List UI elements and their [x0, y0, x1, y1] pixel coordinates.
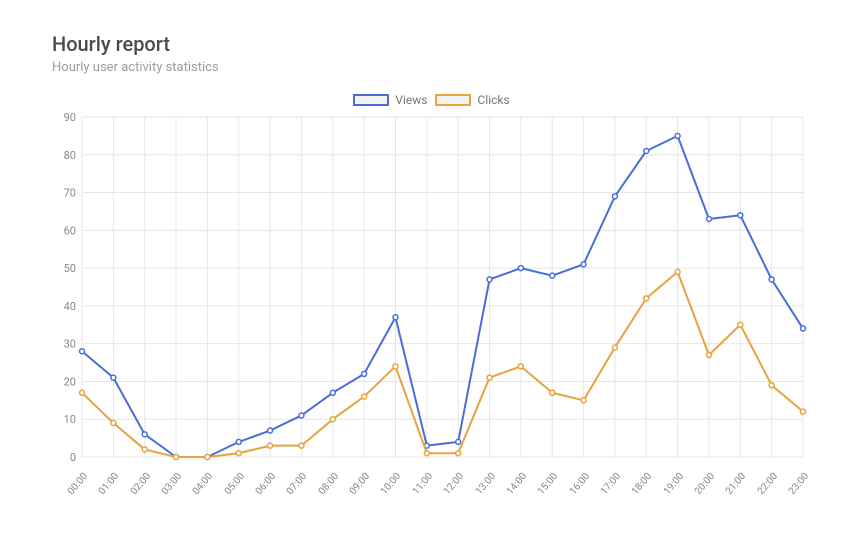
chart-area: 0102030405060708090 00:0001:0002:0003:00… — [52, 111, 811, 511]
legend: Views Clicks — [52, 93, 811, 107]
svg-text:40: 40 — [64, 300, 76, 313]
svg-text:80: 80 — [64, 149, 76, 162]
legend-item-views[interactable]: Views — [353, 93, 427, 107]
svg-text:70: 70 — [64, 187, 76, 200]
svg-text:0: 0 — [70, 451, 76, 464]
chart-svg: 0 10 20 30 40 50 60 70 80 90 — [52, 111, 811, 511]
svg-text:60: 60 — [64, 224, 76, 237]
legend-swatch-views — [353, 94, 389, 106]
svg-text:10: 10 — [64, 413, 76, 426]
legend-swatch-clicks — [435, 94, 471, 106]
legend-label-views: Views — [395, 93, 427, 107]
svg-text:20: 20 — [64, 375, 76, 388]
chart-subtitle: Hourly user activity statistics — [52, 60, 811, 75]
svg-text:50: 50 — [64, 262, 76, 275]
legend-item-clicks[interactable]: Clicks — [435, 93, 509, 107]
chart-title: Hourly report — [52, 32, 811, 56]
svg-text:30: 30 — [64, 338, 76, 351]
svg-text:90: 90 — [64, 111, 76, 124]
legend-label-clicks: Clicks — [477, 93, 509, 107]
report-card: Hourly report Hourly user activity stati… — [0, 0, 851, 560]
